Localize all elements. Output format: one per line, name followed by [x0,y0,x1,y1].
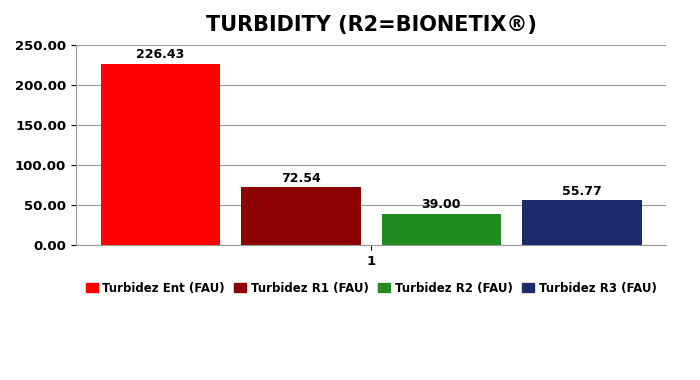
Legend: Turbidez Ent (FAU), Turbidez R1 (FAU), Turbidez R2 (FAU), Turbidez R3 (FAU): Turbidez Ent (FAU), Turbidez R1 (FAU), T… [81,277,661,299]
Text: 72.54: 72.54 [281,172,321,185]
Bar [241,187,360,245]
Bar [101,64,220,245]
Bar [382,214,501,245]
Text: 55.77: 55.77 [562,185,602,198]
Title: TURBIDITY (R2=BIONETIX®): TURBIDITY (R2=BIONETIX®) [206,15,536,35]
Text: 226.43: 226.43 [136,48,184,61]
Text: 39.00: 39.00 [421,198,461,212]
Bar [522,201,642,245]
